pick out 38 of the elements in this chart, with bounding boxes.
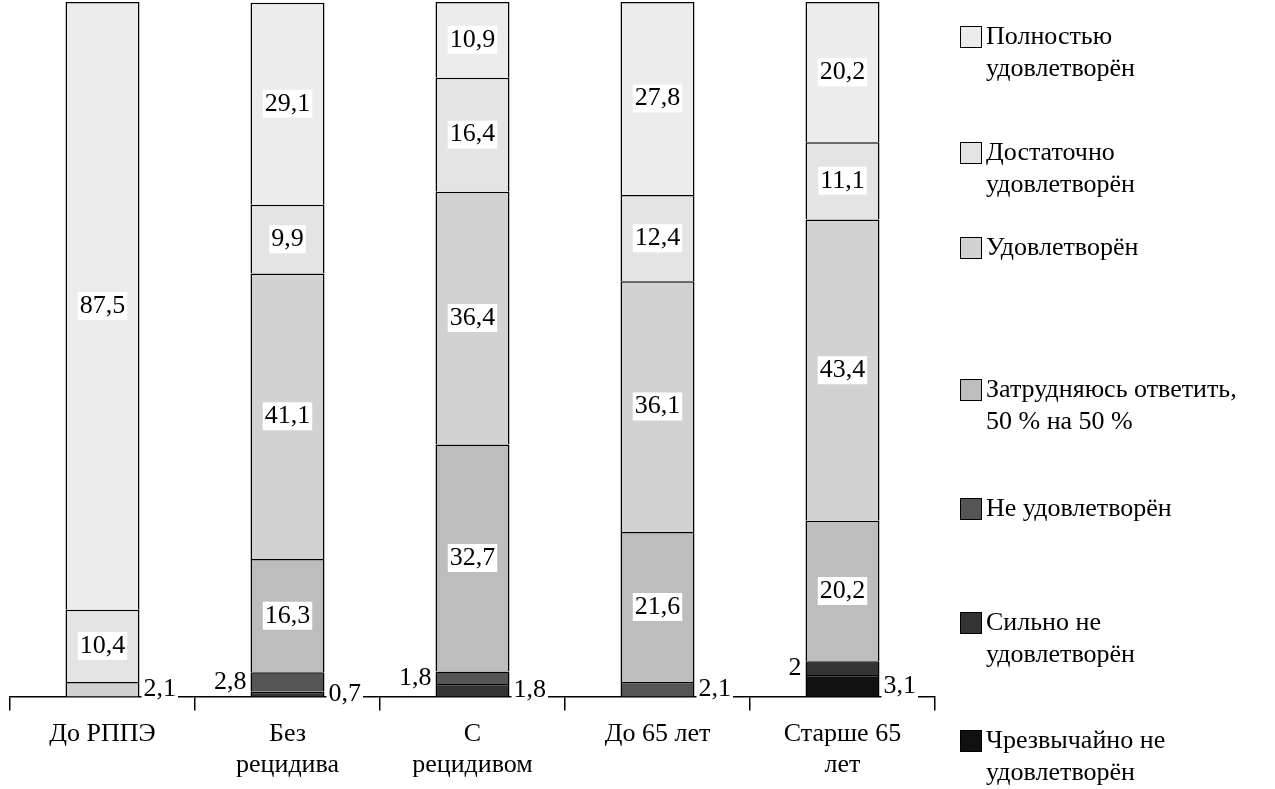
data-label: 2,1 xyxy=(698,673,731,703)
legend-label: Не удовлетворён xyxy=(986,492,1173,524)
x-tick-label: До РППЭ xyxy=(49,718,156,748)
data-label: 9,9 xyxy=(271,223,304,253)
data-label: 21,6 xyxy=(634,590,681,620)
legend-label: Достаточно удовлетворён xyxy=(986,136,1136,200)
data-label: 12,4 xyxy=(634,221,681,251)
data-label: 10,9 xyxy=(449,23,496,53)
legend-label: Полностью удовлетворён xyxy=(986,20,1136,84)
data-label: 0,7 xyxy=(328,678,361,707)
data-label: 29,1 xyxy=(264,87,311,117)
data-label: 20,2 xyxy=(819,55,866,85)
data-label: 11,1 xyxy=(820,164,865,194)
data-label: 32,7 xyxy=(449,541,496,571)
x-tick-label: До 65 лет xyxy=(604,718,711,748)
x-tick-label: Без рецидива xyxy=(236,718,340,779)
data-label: 2,1 xyxy=(143,673,176,703)
data-label: 2,8 xyxy=(214,665,247,695)
x-tick-label: С рецидивом xyxy=(412,718,533,779)
x-tick-label: Старше 65 лет xyxy=(783,718,902,779)
data-label: 20,2 xyxy=(819,574,866,604)
legend-label: Затрудняюсь ответить, 50 % на 50 % xyxy=(986,373,1238,437)
data-label: 43,4 xyxy=(819,353,866,383)
legend-label: Удовлетворён xyxy=(986,231,1140,263)
data-label: 1,8 xyxy=(513,674,546,704)
data-label: 27,8 xyxy=(634,82,681,112)
data-label: 2 xyxy=(788,651,802,681)
data-label: 41,1 xyxy=(264,400,311,430)
data-label: 10,4 xyxy=(79,629,126,659)
legend-label: Чрезвычайно не удовлетворён xyxy=(986,724,1167,788)
data-label: 16,4 xyxy=(449,118,496,148)
data-label: 3,1 xyxy=(883,669,916,699)
data-label: 1,8 xyxy=(399,661,432,691)
data-label: 16,3 xyxy=(264,599,311,629)
data-label: 36,1 xyxy=(634,390,681,420)
data-label: 36,4 xyxy=(449,301,496,331)
data-label: 87,5 xyxy=(79,289,126,319)
legend-label: Сильно не удовлетворён xyxy=(986,606,1136,670)
